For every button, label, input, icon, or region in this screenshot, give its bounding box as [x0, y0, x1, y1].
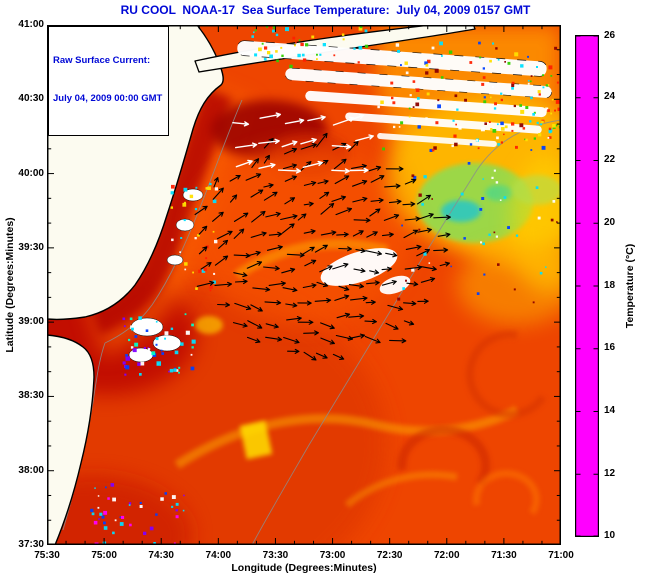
- colorbar-svg: [575, 35, 599, 537]
- colorbar-tick-label: 22: [604, 154, 616, 165]
- x-tick-label: 73:30: [262, 550, 289, 561]
- x-tick-label: 75:00: [91, 550, 117, 561]
- current-vector-field: [194, 112, 451, 361]
- colorbar-tick-label: 10: [604, 529, 616, 541]
- colorbar: [575, 35, 599, 537]
- inset-line2: July 04, 2009 00:00 GMT: [53, 93, 163, 105]
- figure-title: RU COOL NOAA-17 Sea Surface Temperature:…: [120, 3, 531, 17]
- current-inset-box: Raw Surface Current: July 04, 2009 00:00…: [48, 26, 170, 136]
- y-tick-label: 39:00: [18, 316, 44, 328]
- colorbar-tick-label: 12: [604, 467, 616, 479]
- x-tick-label: 71:00: [548, 550, 574, 561]
- colorbar-tick-label: 26: [604, 29, 616, 41]
- x-tick-label: 74:30: [148, 550, 174, 561]
- x-tick-label: 72:00: [433, 550, 460, 561]
- y-tick-label: 39:30: [18, 241, 44, 253]
- x-tick-label: 75:30: [34, 550, 60, 561]
- cloud-streaks: [128, 40, 552, 363]
- y-axis-label: Latitude (Degrees:Minutes): [4, 217, 16, 353]
- y-tick-label: 38:30: [18, 390, 44, 402]
- y-tick-label: 40:00: [18, 167, 44, 179]
- x-tick-label: 74:00: [205, 550, 232, 561]
- y-tick-label: 40:30: [18, 93, 44, 105]
- colorbar-tick-label: 24: [604, 91, 616, 103]
- colorbar-tick-label: 16: [604, 342, 616, 354]
- inset-line1: Raw Surface Current:: [53, 54, 151, 66]
- x-tick-label: 71:30: [491, 550, 517, 561]
- y-tick-label: 37:30: [18, 539, 44, 550]
- x-tick-label: 73:00: [319, 550, 346, 561]
- colorbar-tick-label: 20: [604, 216, 616, 228]
- colorbar-tick-label: 14: [604, 405, 616, 416]
- x-tick-label: 72:30: [376, 550, 403, 561]
- land-delmarva: [47, 334, 95, 545]
- y-tick-label: 41:00: [18, 19, 44, 30]
- colorbar-tick-label: 18: [604, 279, 616, 291]
- y-tick-label: 38:00: [18, 464, 44, 476]
- x-axis-label: Longitude (Degrees:Minutes): [231, 562, 377, 574]
- plot-frame: [47, 25, 561, 545]
- colorbar-frame: [575, 35, 599, 537]
- flagged-pixel-speckles: [90, 25, 561, 545]
- current-vectors-white: [232, 112, 374, 174]
- map-plot: 50 cm/s Raw Surface Current: July 04, 20…: [46, 24, 562, 546]
- current-vectors-black: [194, 132, 451, 361]
